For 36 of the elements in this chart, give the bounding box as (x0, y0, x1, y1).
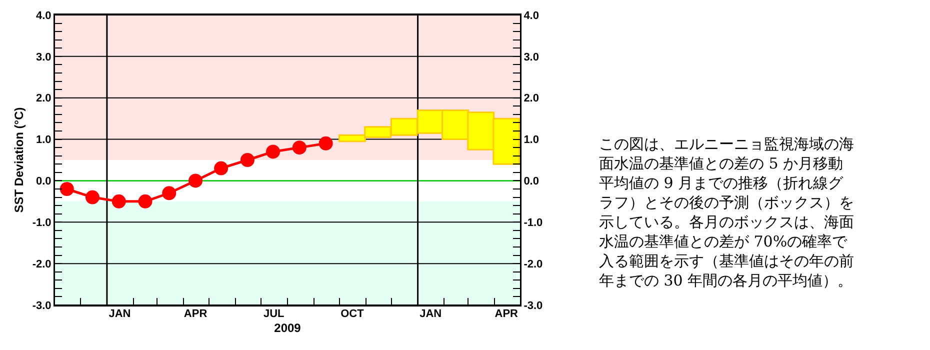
y-tick-label: 2.0 (36, 92, 52, 105)
point (138, 194, 152, 208)
y-tick-label: 0.0 (36, 176, 52, 188)
point (188, 174, 203, 188)
y-tick-label: -1.0 (32, 216, 52, 229)
x-tick-label: APR (184, 308, 208, 320)
y2-tick-label: -2.0 (524, 258, 543, 270)
y-axis-title: SST Deviation (°C) (12, 107, 26, 213)
y2-tick-label: 3.0 (524, 51, 539, 64)
y-tick-label: -3.0 (32, 300, 52, 312)
x-tick-label: APR (494, 308, 518, 320)
text: この図は、エルニーニョ監視海域の海面水温の基準値との差の 5 か月移動平均値の 9 月までの推移（折れ線グラフ）とその後の予測（ボックス）を示している。各月のボックスは、海面水温の基準値との差が 70%の確率で入る範囲を示す（基準値はその年の前年までの 30 年間の各月の平均値）。 (599, 135, 854, 290)
point (85, 190, 100, 204)
x-axis-title: 2009 (274, 320, 302, 335)
y-tick-label: 4.0 (36, 10, 52, 22)
y-tick-label: -2.0 (32, 258, 52, 270)
y2-tick-label: 2.0 (524, 92, 539, 105)
x-tick-label: JAN (108, 308, 131, 320)
point (318, 136, 333, 150)
y2-tick-label: -1.0 (524, 216, 543, 229)
y2-tick-label: 1.0 (524, 134, 539, 146)
point (214, 161, 228, 176)
point (240, 153, 254, 167)
point (292, 140, 306, 155)
point (60, 182, 74, 196)
x-tick-label: OCT (340, 308, 364, 320)
point (112, 194, 126, 208)
y2-tick-label: -3.0 (524, 300, 543, 312)
y-tick-label: 1.0 (36, 134, 52, 146)
y2-tick-label: 4.0 (524, 10, 539, 22)
y-tick-label: 3.0 (36, 51, 52, 64)
x-tick-label: JAN (420, 308, 442, 320)
y2-tick-label: 0.0 (524, 176, 539, 188)
point (162, 186, 176, 200)
x-tick-label: JUL (263, 308, 285, 320)
point (266, 144, 280, 159)
